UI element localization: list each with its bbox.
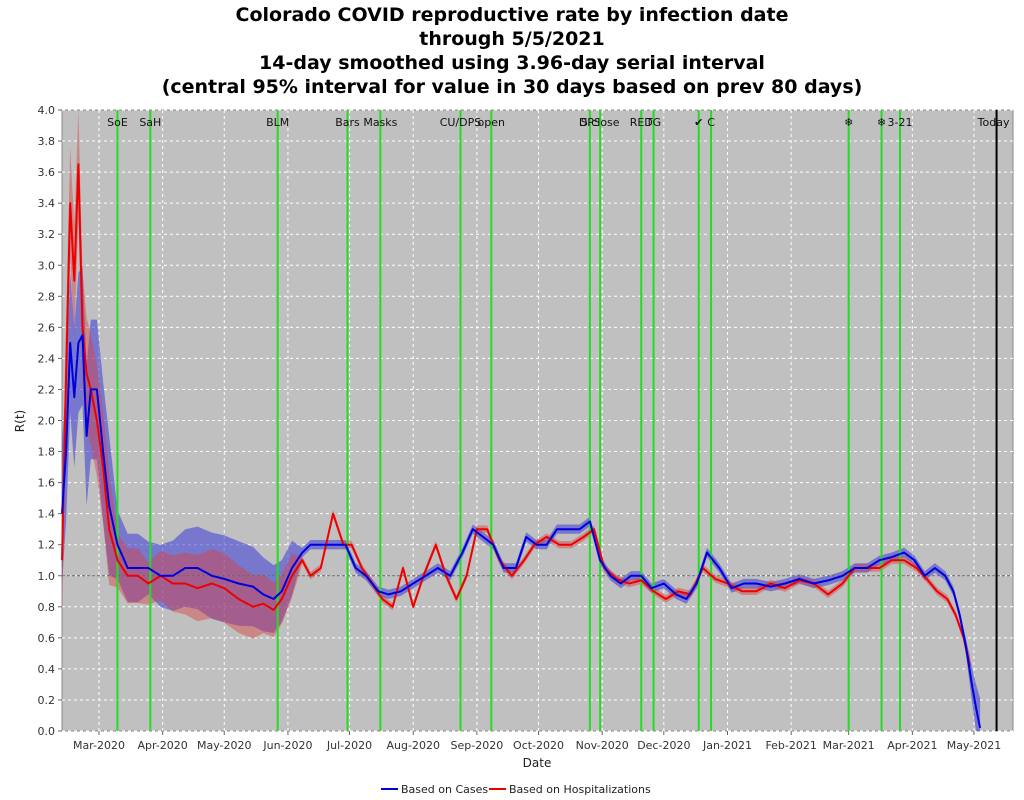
chart-subtitle-2: 14-day smoothed using 3.96-day serial in… [259, 52, 765, 74]
x-tick-label: Dec-2020 [637, 739, 690, 752]
x-tick-label: Mar-2021 [823, 739, 875, 752]
y-tick-label: 2.6 [38, 321, 56, 334]
y-tick-label: 0.8 [38, 601, 56, 614]
y-tick-label: 4.0 [38, 104, 56, 117]
today-label: Today [977, 116, 1010, 129]
event-label: SoE [107, 116, 128, 129]
event-label: TG [645, 116, 661, 129]
y-tick-label: 3.2 [38, 228, 56, 241]
event-label: ✔ [694, 116, 703, 129]
x-tick-label: Mar-2020 [73, 739, 125, 752]
event-label: ❄ [877, 116, 886, 129]
event-label: SaH [139, 116, 161, 129]
legend: Based on Cases Based on Hospitalizations [381, 783, 651, 796]
y-tick-label: 0.4 [38, 663, 56, 676]
x-tick-label: Jun-2020 [262, 739, 312, 752]
event-label: 3-21 [888, 116, 913, 129]
x-tick-label: May-2021 [947, 739, 1002, 752]
chart-subtitle-3: (central 95% interval for value in 30 da… [161, 76, 863, 98]
x-tick-label: Sep-2020 [451, 739, 504, 752]
event-label: Bars [335, 116, 360, 129]
event-label: S close [581, 116, 620, 129]
legend-label-hospitalizations: Based on Hospitalizations [509, 783, 651, 796]
x-tick-label: Jan-2021 [702, 739, 752, 752]
series-line-cases [61, 334, 982, 729]
y-tick-label: 1.8 [38, 446, 56, 459]
y-tick-label: 2.4 [38, 352, 56, 365]
y-tick-label: 3.8 [38, 135, 56, 148]
event-label: ❄ [844, 116, 853, 129]
y-tick-label: 1.4 [38, 508, 56, 521]
x-tick-label: Jul-2020 [326, 739, 372, 752]
x-tick-label: May-2020 [197, 739, 252, 752]
y-tick-label: 3.6 [38, 166, 56, 179]
y-tick-label: 3.4 [38, 197, 56, 210]
y-tick-label: 2.2 [38, 383, 56, 396]
y-tick-label: 0.2 [38, 694, 56, 707]
event-label: Masks [363, 116, 397, 129]
y-tick-label: 1.0 [38, 570, 56, 583]
y-tick-label: 1.2 [38, 539, 56, 552]
x-axis-label: Date [523, 756, 552, 770]
event-label: CU/DPS [440, 116, 482, 129]
event-label: open [478, 116, 505, 129]
chart-title: Colorado COVID reproductive rate by infe… [235, 4, 789, 26]
y-tick-label: 1.6 [38, 477, 56, 490]
event-label: RED [630, 116, 653, 129]
y-tick-label: 3.0 [38, 259, 56, 272]
x-tick-label: Apr-2021 [887, 739, 937, 752]
y-tick-label: 2.8 [38, 290, 56, 303]
event-label: BLM [266, 116, 289, 129]
x-tick-label: Oct-2020 [513, 739, 564, 752]
x-tick-label: Nov-2020 [576, 739, 629, 752]
y-axis-label: R(t) [13, 410, 27, 432]
event-label: DPS [579, 116, 601, 129]
event-label: C [707, 116, 715, 129]
y-tick-label: 0.6 [38, 632, 56, 645]
y-tick-label: 2.0 [38, 415, 56, 428]
x-tick-label: Apr-2020 [137, 739, 187, 752]
x-tick-label: Aug-2020 [387, 739, 440, 752]
legend-label-cases: Based on Cases [401, 783, 488, 796]
x-tick-label: Feb-2021 [765, 739, 816, 752]
y-tick-label: 0.0 [38, 725, 56, 738]
chart-subtitle-1: through 5/5/2021 [419, 28, 605, 50]
